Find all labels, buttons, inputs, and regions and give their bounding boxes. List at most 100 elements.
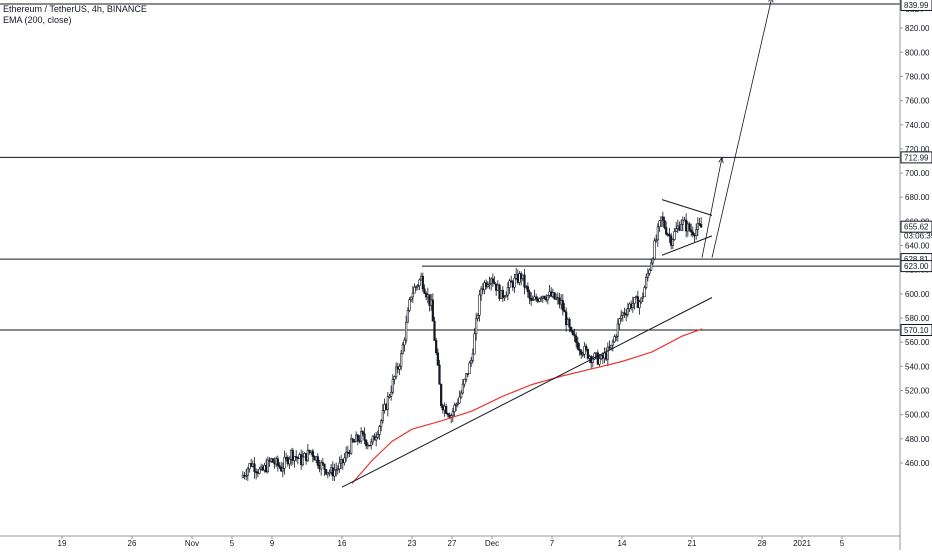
candle-body [345,451,348,459]
x-tick-label: 16 [338,539,347,548]
level-price-tag: 570.10 [904,326,929,335]
candle-body [443,405,446,411]
candle-body [678,225,681,231]
x-tick-label: 5 [230,539,235,548]
candle [510,275,513,283]
candle [501,286,504,303]
candle-body [266,459,269,473]
candle-body [575,335,578,343]
x-tick-label: 26 [128,539,137,548]
candle-body [316,456,319,466]
candle-body [341,459,344,464]
candle-body [360,431,363,442]
candle [460,389,463,399]
candle-body [493,282,496,285]
candle-body [373,435,376,441]
candle-body [398,366,401,370]
candle-body [601,354,604,359]
candle [418,278,421,290]
indicator-title[interactable]: EMA (200, close) [3,15,72,25]
candle-body [616,323,619,337]
candle [488,276,491,290]
candle-body [295,456,298,458]
candle-body [536,298,539,302]
candle-body [533,296,536,300]
candle-body [595,352,598,355]
candle-body [680,224,683,231]
candle [688,222,691,232]
y-tick-label: 580.00 [905,314,930,323]
candle [368,444,371,447]
candle [611,339,614,352]
candle [405,315,408,344]
candle [306,444,309,462]
candle-body [308,449,311,453]
candle [473,328,476,355]
candle-body [633,297,636,304]
candle-body [561,300,564,311]
candle [295,450,298,462]
candle-body [318,465,321,470]
candle-body [473,333,476,355]
candle [301,450,304,467]
candle-body [521,274,524,280]
candle-body [570,326,573,332]
projection-arrow [701,157,723,258]
level-price-tag-box [900,151,932,164]
candle-body [555,297,558,300]
candle-body [445,405,448,414]
candle [338,456,341,473]
candle [453,402,456,417]
candle-body [698,223,701,225]
candle-body [566,319,569,326]
symbol-title[interactable]: Ethereum / TetherUS, 4h, BINANCE [3,4,147,14]
candle-body [573,334,576,337]
y-tick-label: 460.00 [905,459,930,468]
candle-body [651,258,654,264]
last-price-tag-box [900,220,932,233]
candle-body [636,296,639,309]
y-tick-label: 680.00 [905,193,930,202]
candle-body [271,458,274,463]
candle-body [513,277,516,288]
candle-body [378,426,381,435]
candle-body [475,318,478,335]
candle-body [403,339,406,346]
candle-body [520,273,523,280]
candle-body [650,262,653,271]
candle-body [400,353,403,367]
candle-body [436,352,439,366]
candle [478,290,481,322]
candle-body [331,467,334,477]
candle-body [495,283,498,291]
candle-body [545,298,548,301]
candle-body [458,396,461,404]
candle-body [691,231,694,236]
candle-body [621,312,624,316]
candle-body [441,405,444,411]
candle-body [540,297,543,300]
candle-body [385,404,388,410]
candle-body [483,282,486,291]
candle-body [670,235,673,246]
drawings [341,0,774,488]
candle-body [463,379,466,385]
candle-body [401,344,404,355]
candle-body [505,294,508,298]
candle-body [635,296,638,298]
candle [620,309,623,322]
candle-body [550,291,553,297]
candle-body [681,219,684,225]
candle [475,312,478,341]
candle [468,360,471,375]
candle [438,359,441,385]
candle-body [468,362,471,375]
candle [526,282,529,298]
candle [633,297,636,310]
chart-legend: Ethereum / TetherUS, 4h, BINANCE EMA (20… [3,4,147,26]
candle-body [265,465,268,473]
candle-body [350,438,353,455]
candle-body [618,318,621,325]
